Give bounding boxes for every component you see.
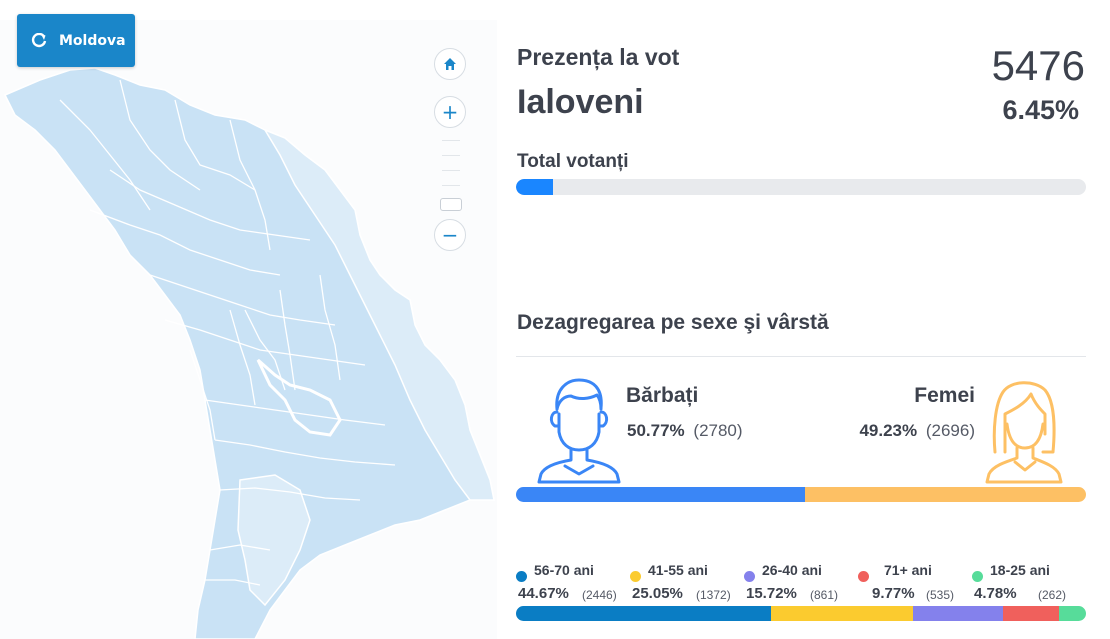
stats-panel: Prezența la vot Ialoveni 5476 6.45% Tota…	[497, 0, 1110, 639]
male-value: 50.77% (2780)	[627, 421, 743, 441]
turnout-title: Prezența la vot	[517, 44, 680, 70]
female-value: 49.23% (2696)	[859, 421, 975, 441]
plus-icon: +	[441, 100, 459, 124]
age-bar-segment[interactable]	[1058, 606, 1086, 621]
chisinau-outline	[256, 358, 342, 437]
total-voters-label: Total votanți	[517, 151, 629, 172]
age-legend-item[interactable]: 41-55 ani 25.05% (1372)	[630, 560, 748, 604]
age-group-count: (535)	[926, 588, 955, 602]
age-legend-item[interactable]: 18-25 ani 4.78% (262)	[972, 560, 1090, 604]
age-legend-item[interactable]: 56-70 ani 44.67% (2446)	[516, 560, 634, 604]
female-count: (2696)	[925, 421, 975, 440]
gender-bar-male[interactable]	[516, 487, 806, 502]
transnistria-region	[263, 128, 495, 501]
age-legend-dot	[630, 571, 641, 582]
female-label: Femei	[914, 384, 975, 407]
age-group-count: (861)	[810, 588, 839, 602]
age-group-label: 56-70 ani	[534, 562, 594, 578]
age-group-percentage: 9.77%	[872, 585, 915, 602]
zoom-slider-handle[interactable]	[440, 198, 462, 211]
female-percentage: 49.23%	[859, 421, 918, 440]
district-borders	[59, 79, 396, 586]
age-legend: 56-70 ani 44.67% (2446) 41-55 ani 25.05% (137…	[516, 560, 1086, 604]
zoom-tick	[442, 140, 460, 141]
zoom-control: + −	[434, 48, 468, 251]
age-legend-item[interactable]: 26-40 ani 15.72% (861)	[744, 560, 862, 604]
minus-icon: −	[441, 223, 459, 247]
voters-count: 5476	[991, 42, 1085, 89]
zoom-tick	[442, 170, 460, 171]
age-group-percentage: 15.72%	[746, 585, 797, 602]
divider	[516, 356, 1086, 357]
age-bar-segment[interactable]	[913, 606, 1003, 621]
age-group-percentage: 4.78%	[974, 585, 1017, 602]
gender-bar	[516, 487, 1086, 502]
voters-percentage: 6.45%	[1002, 95, 1079, 125]
total-voters-progress	[516, 179, 1086, 195]
age-legend-dot	[516, 571, 527, 582]
district-name: Ialoveni	[517, 83, 644, 121]
male-avatar-icon	[537, 378, 621, 484]
home-button[interactable]	[434, 48, 466, 80]
gagauzia-region	[237, 474, 311, 607]
zoom-tick	[442, 155, 460, 156]
age-legend-item[interactable]: 71+ ani 9.77% (535)	[858, 560, 976, 604]
female-avatar-icon	[985, 381, 1063, 484]
age-group-percentage: 44.67%	[518, 585, 569, 602]
age-group-count: (262)	[1038, 588, 1067, 602]
age-group-label: 18-25 ani	[990, 562, 1050, 578]
moldova-button-label: Moldova	[59, 32, 126, 49]
age-group-label: 71+ ani	[884, 562, 932, 578]
age-legend-dot	[972, 571, 983, 582]
moldova-reset-button[interactable]: Moldova	[17, 14, 135, 67]
age-bar-segment[interactable]	[516, 606, 771, 621]
map-panel: Moldova	[0, 0, 497, 639]
age-group-count: (2446)	[582, 588, 617, 602]
age-group-label: 41-55 ani	[648, 562, 708, 578]
total-voters-progress-fill	[516, 179, 553, 195]
male-label: Bărbați	[626, 384, 699, 407]
age-group-label: 26-40 ani	[762, 562, 822, 578]
age-bar	[516, 606, 1086, 621]
age-group-count: (1372)	[696, 588, 731, 602]
moldova-map[interactable]	[0, 60, 497, 639]
age-legend-dot	[744, 571, 755, 582]
refresh-icon	[31, 32, 47, 47]
age-bar-segment[interactable]	[1002, 606, 1059, 621]
zoom-out-button[interactable]: −	[434, 219, 466, 251]
male-count: (2780)	[693, 421, 743, 440]
zoom-tick	[442, 185, 460, 186]
age-legend-dot	[858, 571, 869, 582]
home-icon	[444, 58, 456, 70]
breakdown-title: Dezagregarea pe sexe şi vârstă	[517, 311, 829, 334]
gender-bar-female[interactable]	[805, 487, 1086, 502]
age-bar-segment[interactable]	[770, 606, 914, 621]
zoom-in-button[interactable]: +	[434, 96, 466, 128]
male-percentage: 50.77%	[627, 421, 685, 440]
age-group-percentage: 25.05%	[632, 585, 683, 602]
